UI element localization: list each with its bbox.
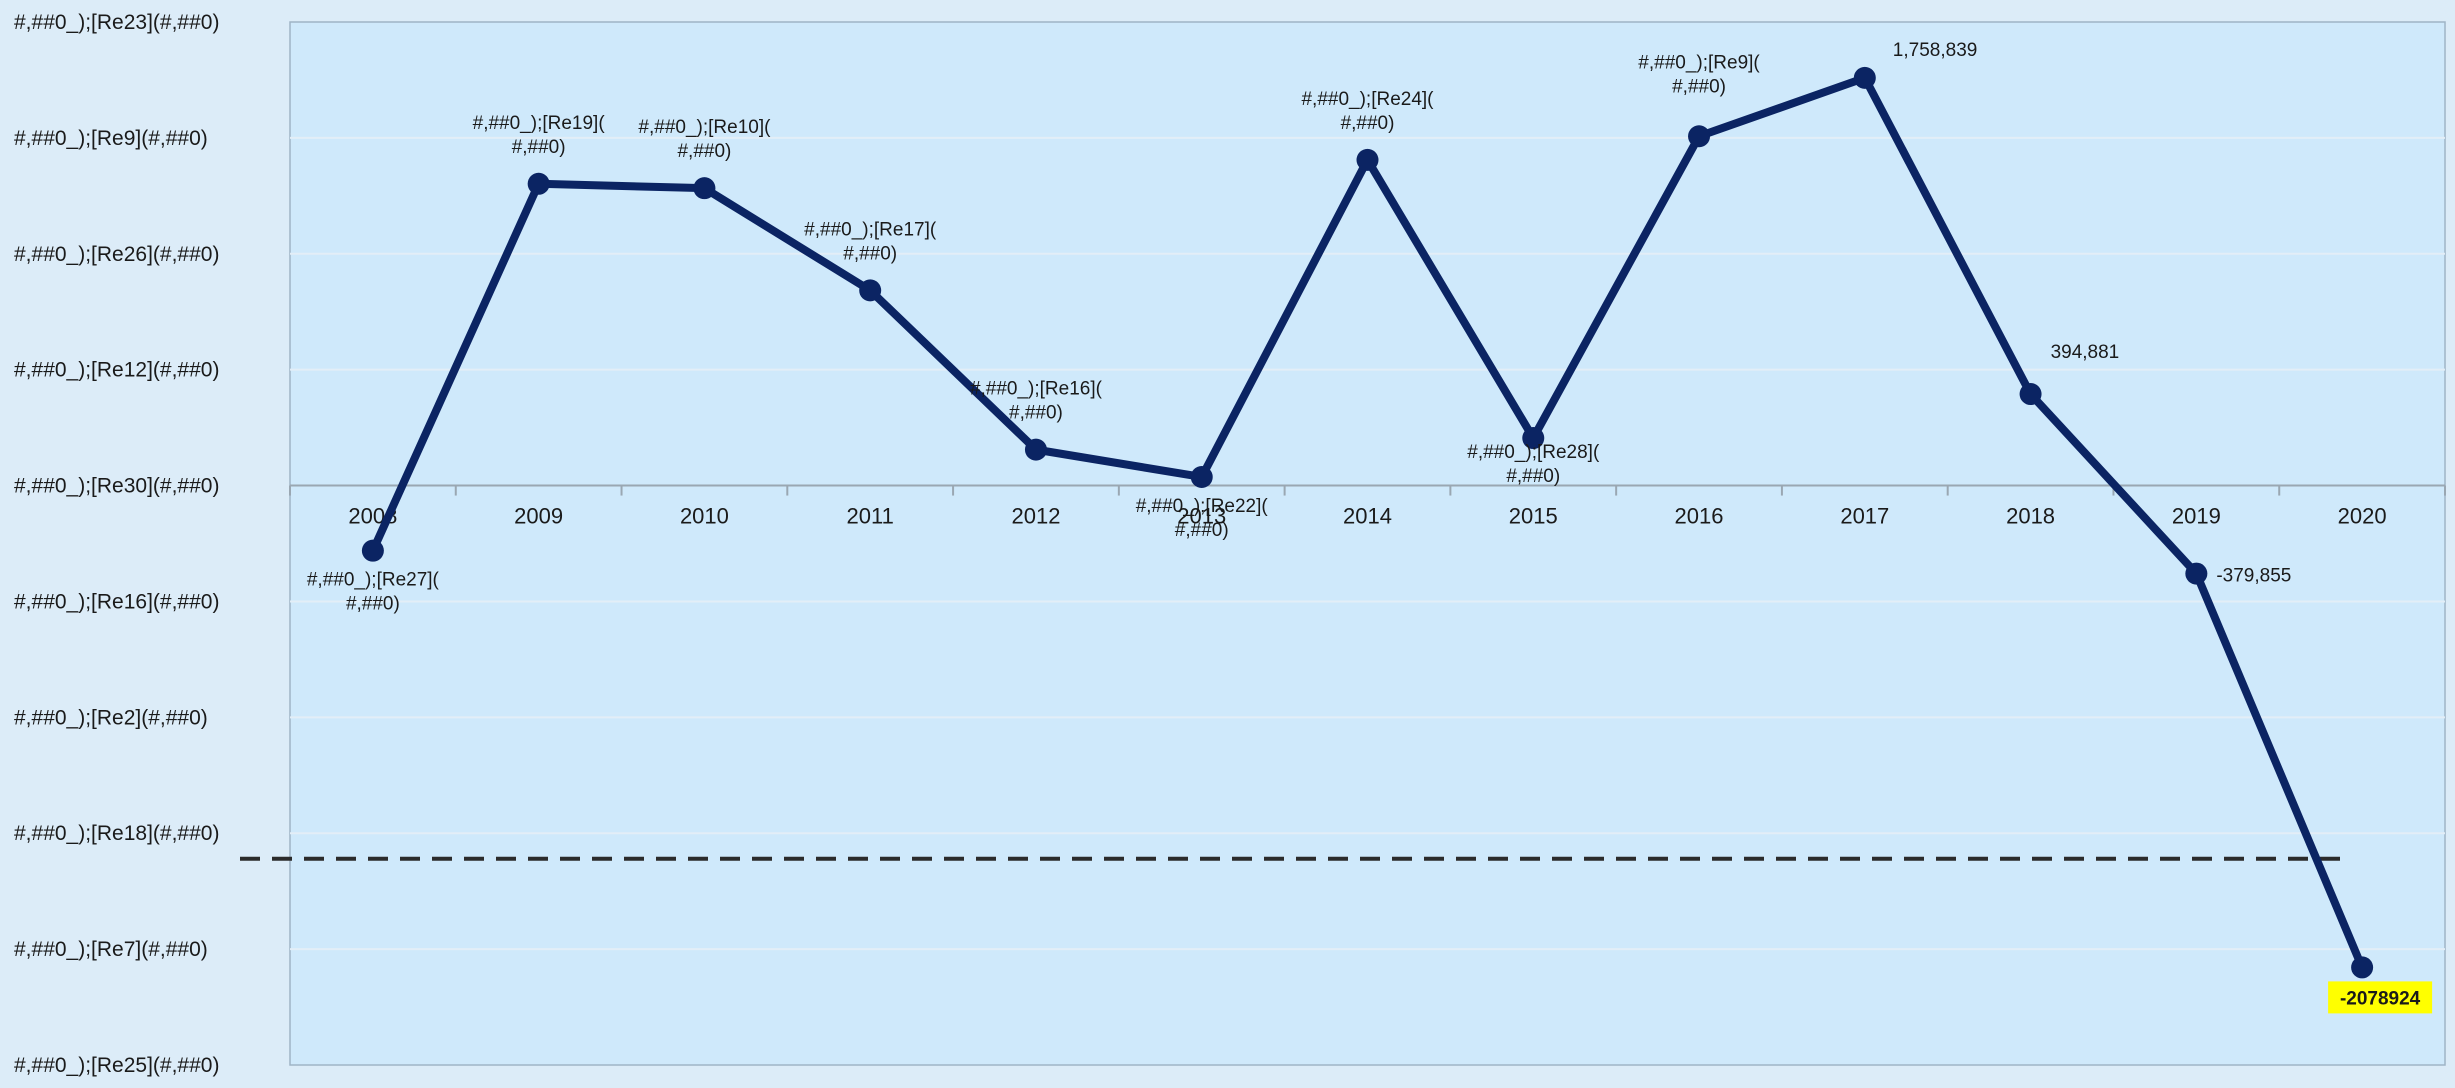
y-tick-label: #,##0_);[Re25](#,##0) bbox=[14, 1054, 219, 1077]
data-point bbox=[693, 177, 716, 200]
data-label: -379,855 bbox=[2216, 566, 2291, 587]
data-point bbox=[2185, 562, 2208, 585]
x-tick-label: 2010 bbox=[680, 504, 729, 529]
data-point bbox=[859, 279, 882, 302]
x-tick-label: 2012 bbox=[1011, 504, 1060, 529]
y-axis-tick-labels: #,##0_);[Re23](#,##0) #,##0_);[Re9](#,##0… bbox=[14, 11, 219, 1077]
data-point bbox=[1190, 465, 1213, 488]
y-tick-label: #,##0_);[Re30](#,##0) bbox=[14, 475, 219, 498]
data-label: #,##0_);[Re9](#,##0) bbox=[1638, 52, 1760, 97]
x-axis-tick-labels: 2008 2009 2010 2011 2012 2013 2014 2015 2016 2017… bbox=[348, 504, 2386, 529]
data-points bbox=[361, 66, 2374, 979]
data-label: #,##0_);[Re22](#,##0) bbox=[1136, 496, 1269, 541]
x-tick-label: 2015 bbox=[1509, 504, 1558, 529]
y-tick-label: #,##0_);[Re23](#,##0) bbox=[14, 11, 219, 34]
y-tick-label: #,##0_);[Re2](#,##0) bbox=[14, 706, 208, 729]
y-tick-label: #,##0_);[Re12](#,##0) bbox=[14, 359, 219, 382]
data-label: #,##0_);[Re28](#,##0) bbox=[1467, 442, 1600, 487]
y-tick-label: #,##0_);[Re7](#,##0) bbox=[14, 938, 208, 961]
highlight-label-bg bbox=[2328, 981, 2433, 1014]
x-tick-label: 2019 bbox=[2172, 504, 2221, 529]
y-tick-label: #,##0_);[Re9](#,##0) bbox=[14, 127, 208, 150]
data-label: #,##0_);[Re16](#,##0) bbox=[970, 379, 1103, 424]
y-tick-label: #,##0_);[Re16](#,##0) bbox=[14, 590, 219, 613]
x-axis-tick-marks bbox=[289, 485, 2446, 496]
x-tick-label: 2016 bbox=[1675, 504, 1724, 529]
x-tick-label: 2018 bbox=[2006, 504, 2055, 529]
data-label: #,##0_);[Re17](#,##0) bbox=[804, 219, 937, 264]
y-tick-label: #,##0_);[Re26](#,##0) bbox=[14, 243, 219, 266]
data-label-highlight: -2078924 bbox=[2340, 988, 2421, 1009]
data-label: #,##0_);[Re19](#,##0) bbox=[473, 113, 606, 158]
data-point bbox=[2019, 383, 2042, 406]
data-point bbox=[361, 539, 384, 562]
data-point bbox=[1853, 66, 1876, 89]
x-tick-label: 2017 bbox=[1840, 504, 1889, 529]
data-label: 394,881 bbox=[2051, 342, 2120, 363]
data-labels: #,##0_);[Re27](#,##0) #,##0_);[Re19](#,##… bbox=[307, 40, 2433, 1014]
data-point bbox=[1522, 427, 1545, 450]
data-label: 1,758,839 bbox=[1893, 40, 1978, 61]
x-tick-label: 2009 bbox=[514, 504, 563, 529]
x-tick-label: 2013 bbox=[1177, 504, 1226, 529]
data-point bbox=[1024, 438, 1047, 461]
data-point bbox=[1688, 125, 1711, 148]
data-point bbox=[527, 172, 550, 195]
x-tick-label: 2020 bbox=[2338, 504, 2387, 529]
data-label: #,##0_);[Re27](#,##0) bbox=[307, 570, 440, 615]
plot-area bbox=[289, 21, 2446, 1066]
data-label: #,##0_);[Re10](#,##0) bbox=[638, 117, 771, 162]
data-point bbox=[2351, 956, 2374, 979]
y-tick-label: #,##0_);[Re18](#,##0) bbox=[14, 822, 219, 845]
data-point bbox=[1356, 148, 1379, 171]
data-label: #,##0_);[Re24](#,##0) bbox=[1301, 89, 1434, 134]
x-tick-label: 2014 bbox=[1343, 504, 1392, 529]
x-tick-label: 2011 bbox=[847, 504, 894, 529]
